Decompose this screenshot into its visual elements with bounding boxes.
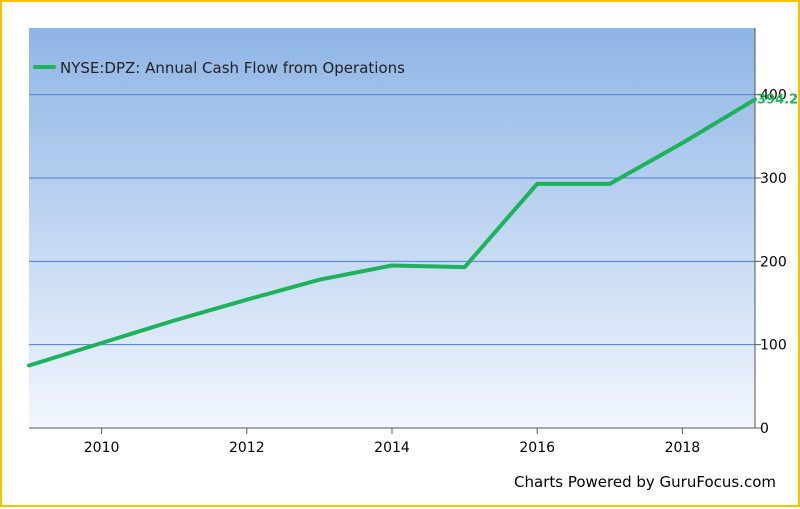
y-tick-label: 0 — [760, 421, 769, 437]
data-point — [101, 342, 103, 344]
data-point — [536, 183, 538, 185]
x-tick-label: 2012 — [229, 440, 265, 456]
x-tick-label: 2018 — [665, 440, 701, 456]
x-tick-label: 2014 — [374, 440, 410, 456]
chart-credit: Charts Powered by GuruFocus.com — [514, 473, 776, 491]
x-tick-label: 2016 — [519, 440, 555, 456]
data-point — [464, 266, 466, 268]
last-value-label: 394.2 — [757, 93, 798, 108]
series-layer: 394.2 — [27, 93, 798, 368]
data-point — [173, 320, 175, 321]
data-point — [754, 99, 756, 100]
legend-label: NYSE:DPZ: Annual Cash Flow from Operatio… — [60, 59, 405, 77]
y-tick-label: 100 — [760, 338, 787, 354]
axes: 0 100 200 300 400 2010 2012 2014 2016 2018 — [29, 28, 787, 456]
data-point — [681, 142, 683, 144]
y-tick-label: 400 — [760, 88, 787, 104]
y-tick-label: 200 — [760, 254, 787, 270]
data-point — [318, 279, 320, 281]
legend: NYSE:DPZ: Annual Cash Flow from Operatio… — [33, 59, 405, 77]
data-point — [609, 183, 611, 185]
x-tick-label: 2010 — [84, 440, 120, 456]
gridlines — [29, 94, 755, 346]
data-point — [391, 265, 393, 266]
data-point — [28, 365, 30, 366]
y-tick-label: 300 — [760, 171, 787, 187]
data-point — [246, 299, 248, 301]
plot-area — [29, 28, 755, 428]
